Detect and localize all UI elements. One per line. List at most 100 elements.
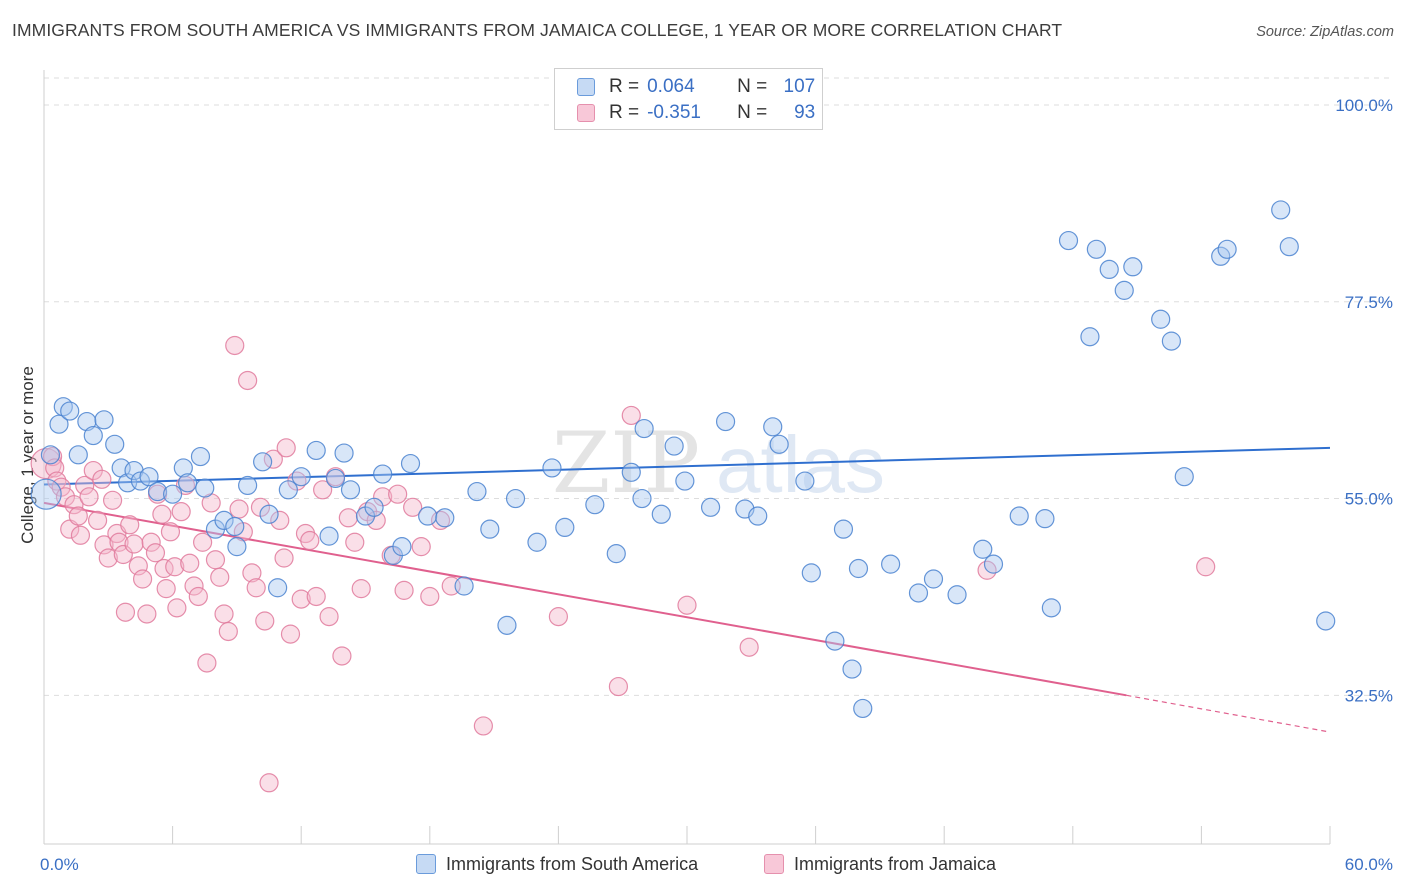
south-america-point	[1009, 506, 1029, 526]
jamaica-trend-line	[43, 501, 1127, 697]
y-tick-label: 32.5%	[1345, 686, 1393, 705]
south-america-point	[195, 478, 215, 498]
south-america-point	[555, 517, 575, 538]
jamaica-point	[137, 604, 157, 624]
jamaica-point	[205, 550, 226, 570]
jamaica-point	[160, 522, 181, 542]
jamaica-point	[739, 637, 759, 657]
south-america-point	[715, 411, 736, 432]
jamaica-point	[180, 553, 200, 573]
south-america-point	[130, 471, 151, 491]
south-america-point	[278, 480, 298, 500]
jamaica-point	[152, 504, 172, 524]
south-america-point	[853, 698, 873, 719]
x-tick-label: 0.0%	[40, 855, 79, 874]
jamaica-point	[420, 586, 440, 607]
south-america-point	[214, 510, 234, 531]
south-america-point	[1151, 309, 1171, 329]
south-america-point	[497, 615, 517, 635]
south-america-point	[908, 583, 929, 603]
jamaica-point	[276, 438, 296, 458]
jamaica-point	[109, 532, 129, 552]
jamaica-point	[259, 773, 279, 793]
legend-item-south-america[interactable]: Immigrants from South America	[416, 852, 698, 876]
south-america-point	[291, 467, 311, 487]
south-america-point	[621, 462, 641, 482]
south-america-point	[1080, 327, 1100, 347]
y-tick-label: 100.0%	[1335, 96, 1393, 115]
legend-item-jamaica[interactable]: Immigrants from Jamaica	[764, 852, 996, 876]
chart-title: IMMIGRANTS FROM SOUTH AMERICA VS IMMIGRA…	[12, 20, 1063, 40]
south-america-point	[675, 471, 695, 491]
south-america-point	[748, 506, 768, 526]
watermark-zip-text: ZIP	[552, 414, 700, 512]
jamaica-point	[255, 611, 275, 631]
watermark: ZIP atlas	[552, 414, 885, 512]
jamaica-point	[92, 469, 112, 489]
jamaica-point	[306, 586, 326, 607]
jamaica-point	[280, 624, 301, 644]
south-america-point	[983, 554, 1004, 574]
south-america-point	[1086, 239, 1106, 259]
jamaica-point	[394, 580, 414, 600]
jamaica-point	[1196, 557, 1216, 577]
jamaica-point	[79, 487, 99, 507]
tick-labels: 32.5% 55.0% 77.5% 100.0% 0.0% 60.0%	[40, 96, 1393, 874]
south-america-point	[585, 495, 605, 515]
south-america-point	[664, 436, 684, 456]
south-america-point	[833, 519, 854, 539]
south-america-point	[795, 471, 815, 491]
south-america-point	[825, 631, 845, 651]
n-value: 107	[783, 76, 816, 97]
south-america-point	[68, 445, 88, 465]
jamaica-point	[156, 579, 176, 599]
jamaica-point	[238, 370, 258, 391]
jamaica-point	[246, 578, 266, 598]
south-america-point	[306, 440, 326, 461]
jamaica-point	[184, 576, 204, 596]
trend-lines	[43, 446, 1331, 733]
south-america-point	[801, 563, 821, 583]
y-tick-label: 55.0%	[1345, 490, 1393, 509]
south-america-point	[947, 585, 967, 605]
jamaica-point	[115, 602, 136, 622]
stat-row-jamaica: R = -0.351 N = 93	[577, 100, 815, 126]
jamaica-point	[167, 598, 187, 618]
south-america-trend-line	[43, 446, 1331, 486]
jamaica-point	[242, 563, 262, 583]
south-america-point	[1114, 280, 1134, 300]
south-america-point	[1271, 200, 1291, 220]
south-america-point	[60, 401, 80, 421]
south-america-point	[1161, 331, 1181, 351]
south-america-point	[848, 558, 869, 579]
n-value: 93	[794, 102, 816, 123]
jamaica-point	[621, 405, 641, 426]
south-america-point	[527, 532, 547, 552]
jamaica-point	[411, 537, 431, 557]
south-america-point	[454, 576, 474, 596]
jamaica-point	[338, 508, 358, 528]
jamaica-point	[313, 480, 333, 500]
jamaica-point	[332, 646, 352, 666]
jamaica-point	[165, 557, 185, 577]
south-america-point	[1316, 611, 1336, 631]
jamaica-point	[188, 586, 208, 607]
south-america-point	[418, 506, 438, 526]
jamaica-point	[473, 716, 493, 736]
jamaica-point	[229, 499, 249, 519]
south-america-point	[163, 484, 183, 504]
south-america-point	[435, 508, 455, 528]
jamaica-point	[319, 607, 339, 627]
south-america-point	[1217, 239, 1237, 259]
source-note: Source: ZipAtlas.com	[1256, 24, 1394, 40]
south-america-point	[842, 659, 862, 679]
south-america-point	[763, 417, 783, 437]
south-america-point	[505, 488, 526, 509]
south-america-point	[40, 445, 61, 465]
jamaica-point	[210, 567, 230, 587]
jamaica-point	[64, 495, 84, 515]
south-america-point	[1058, 230, 1079, 251]
jamaica-point	[193, 532, 213, 552]
south-america-points	[30, 200, 1336, 719]
south-america-point	[340, 480, 361, 500]
